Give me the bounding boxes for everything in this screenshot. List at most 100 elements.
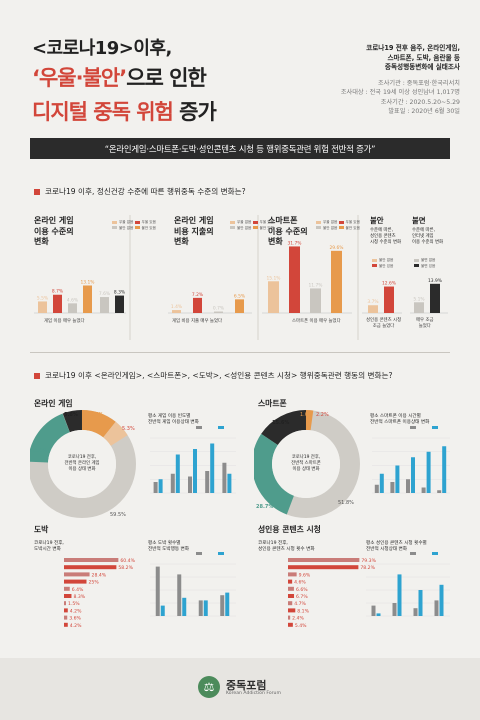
bar-label: 5.5% [37, 295, 48, 301]
bar [418, 590, 423, 616]
hbar-label: 5.4% [295, 623, 307, 629]
hbar [288, 586, 294, 591]
hbar [64, 601, 66, 606]
svg-text:평소 도박 횟수별: 평소 도박 횟수별 [148, 539, 181, 546]
svg-text:5.8%: 5.8% [64, 412, 78, 418]
svg-text:28.7%: 28.7% [256, 504, 273, 510]
svg-text:18.4%: 18.4% [30, 448, 47, 454]
bar [439, 584, 444, 616]
hbar-label: 4.6% [294, 580, 306, 586]
bar [214, 311, 223, 313]
note-smartphone: 스마트폰 이용 매우 늘었다 [292, 319, 341, 324]
bar-label: 3.7% [367, 299, 378, 305]
bar [434, 600, 439, 616]
divider [30, 352, 450, 353]
hbar [64, 565, 117, 570]
panel-title-game-spend: 온라인 게임 비용 지출의 변화 [174, 216, 214, 246]
hbar [64, 558, 119, 562]
hbar [288, 601, 293, 606]
phone-donut: 코로나19 전후, 전반적 스마트폰 이용 상태 변화 15.6% 1.6% 2… [254, 410, 360, 518]
svg-text:평소 스마트폰 이용 시간별: 평소 스마트폰 이용 시간별 [370, 412, 421, 419]
svg-text:51.8%: 51.8% [338, 500, 354, 506]
hbar-label: 4.2% [70, 623, 82, 629]
bar [371, 605, 376, 616]
bar [406, 479, 410, 493]
bar [268, 281, 279, 313]
bar [188, 476, 192, 493]
bar [160, 605, 165, 616]
headline-line3: 디지털 중독 위험 증가 [32, 100, 217, 124]
hbar [288, 615, 291, 620]
hbar [64, 579, 87, 584]
bar-label: 7.2% [192, 292, 203, 298]
game-donut: 코로나19 전후, 전반적 온라인 게임 이용 상태 변화 5.8% 10.7%… [30, 410, 136, 518]
svg-text:전반적 온라인 게임: 전반적 온라인 게임 [64, 459, 99, 466]
hbar-label: 28.4% [92, 572, 107, 578]
svg-text:코로나19 전후,: 코로나19 전후, [258, 539, 288, 546]
bar-label: 8.3% [114, 290, 125, 296]
bar [198, 600, 203, 616]
panel-sub-insomnia: 수준에 따른, 인터넷 게임 이용 수준의 변화 [412, 228, 444, 245]
bar [193, 297, 202, 313]
svg-text:성인용 콘텐츠 시청 횟수 변화: 성인용 콘텐츠 시청 횟수 변화 [258, 545, 315, 552]
bar [310, 288, 321, 313]
hbar-label: 8.1% [297, 608, 309, 614]
bar [414, 302, 424, 313]
bar [397, 574, 402, 616]
hbar-label: 6.4% [72, 587, 84, 593]
hbar-label: 60.4% [120, 558, 135, 564]
bar [392, 603, 397, 616]
bar-label: 5.1% [413, 296, 424, 302]
bar [376, 613, 381, 616]
bar-label: 11.7% [309, 282, 323, 288]
bar-label: 31.7% [288, 240, 302, 246]
bar-label: 15.1% [267, 275, 281, 281]
bar [289, 246, 300, 313]
svg-text:전반적 도박행동 변화: 전반적 도박행동 변화 [148, 545, 190, 552]
footer-sub: Korean Addiction Forum [226, 691, 281, 696]
bar [426, 451, 431, 493]
legend-panel2: 우울 없음 우울 있음 불안 없음 불안 있음 [230, 220, 274, 231]
bar-label: 7.6% [99, 291, 110, 297]
bar [115, 295, 124, 313]
hbar-label: 8.3% [73, 594, 85, 600]
footer-name: 중독포럼 [226, 679, 267, 692]
hbar-label: 6.6% [296, 587, 308, 593]
hbar [64, 572, 90, 577]
bar-label: 1.4% [171, 304, 182, 310]
bar [205, 471, 210, 493]
bar [331, 250, 342, 313]
hbar [288, 572, 297, 577]
hbar-label: 78.2% [360, 565, 375, 571]
hbar [288, 608, 296, 613]
bar [153, 482, 158, 493]
hbar-label: 4.2% [70, 608, 82, 614]
forum-logo: ⚖ [198, 676, 220, 698]
panel-sub-anxiety: 수준에 따른, 성인용 콘텐츠 시청 수준의 변화 [370, 228, 402, 245]
svg-text:평소 성인용 콘텐츠 시청 횟수별: 평소 성인용 콘텐츠 시청 횟수별 [366, 539, 427, 546]
bar [222, 462, 227, 493]
bar-label: 4.6% [67, 297, 78, 303]
bar [220, 595, 225, 616]
summary-banner: “온라인게임·스마트폰·도박·성인콘텐츠 시청 등 행위중독관련 위험 전반적 … [30, 138, 450, 159]
bar-label: 13.1% [81, 279, 95, 285]
bar [437, 490, 442, 493]
hbar-label: 3.6% [69, 616, 81, 622]
legend-panel3: 우울 없음 우울 있음 불안 없음 불안 있음 [316, 220, 360, 231]
hbar [64, 608, 68, 613]
svg-text:10.7%: 10.7% [86, 412, 103, 418]
note-anxiety: 성인용 콘텐츠 시청 조금 늘었다 [366, 318, 402, 329]
svg-text:15.6%: 15.6% [272, 420, 289, 426]
svg-text:코로나19 전후,: 코로나19 전후, [292, 453, 321, 460]
question-1: 코로나19 이후, 정신건강 수준에 따른 행위중독 수준의 변화는? [34, 186, 246, 197]
svg-text:5.3%: 5.3% [122, 426, 135, 432]
section-online-game: 온라인 게임 [34, 399, 73, 408]
section-adult-content: 성인용 콘텐츠 시청 [258, 525, 321, 534]
mental-health-panels: 5.5% 8.7% 4.6% 13.1% 7.6% 8.3% 1.4% 7.2% 0.7% 6.5… [34, 215, 448, 340]
headline-line1: <코로나19>이후, [32, 38, 172, 59]
bar [374, 484, 379, 493]
hbar [288, 579, 293, 584]
question-2: 코로나19 이후 <온라인게임>, <스마트폰>, <도박>, <성인용 콘텐츠… [34, 370, 392, 381]
hbar-label: 2.4% [292, 616, 304, 622]
bar [68, 303, 77, 313]
